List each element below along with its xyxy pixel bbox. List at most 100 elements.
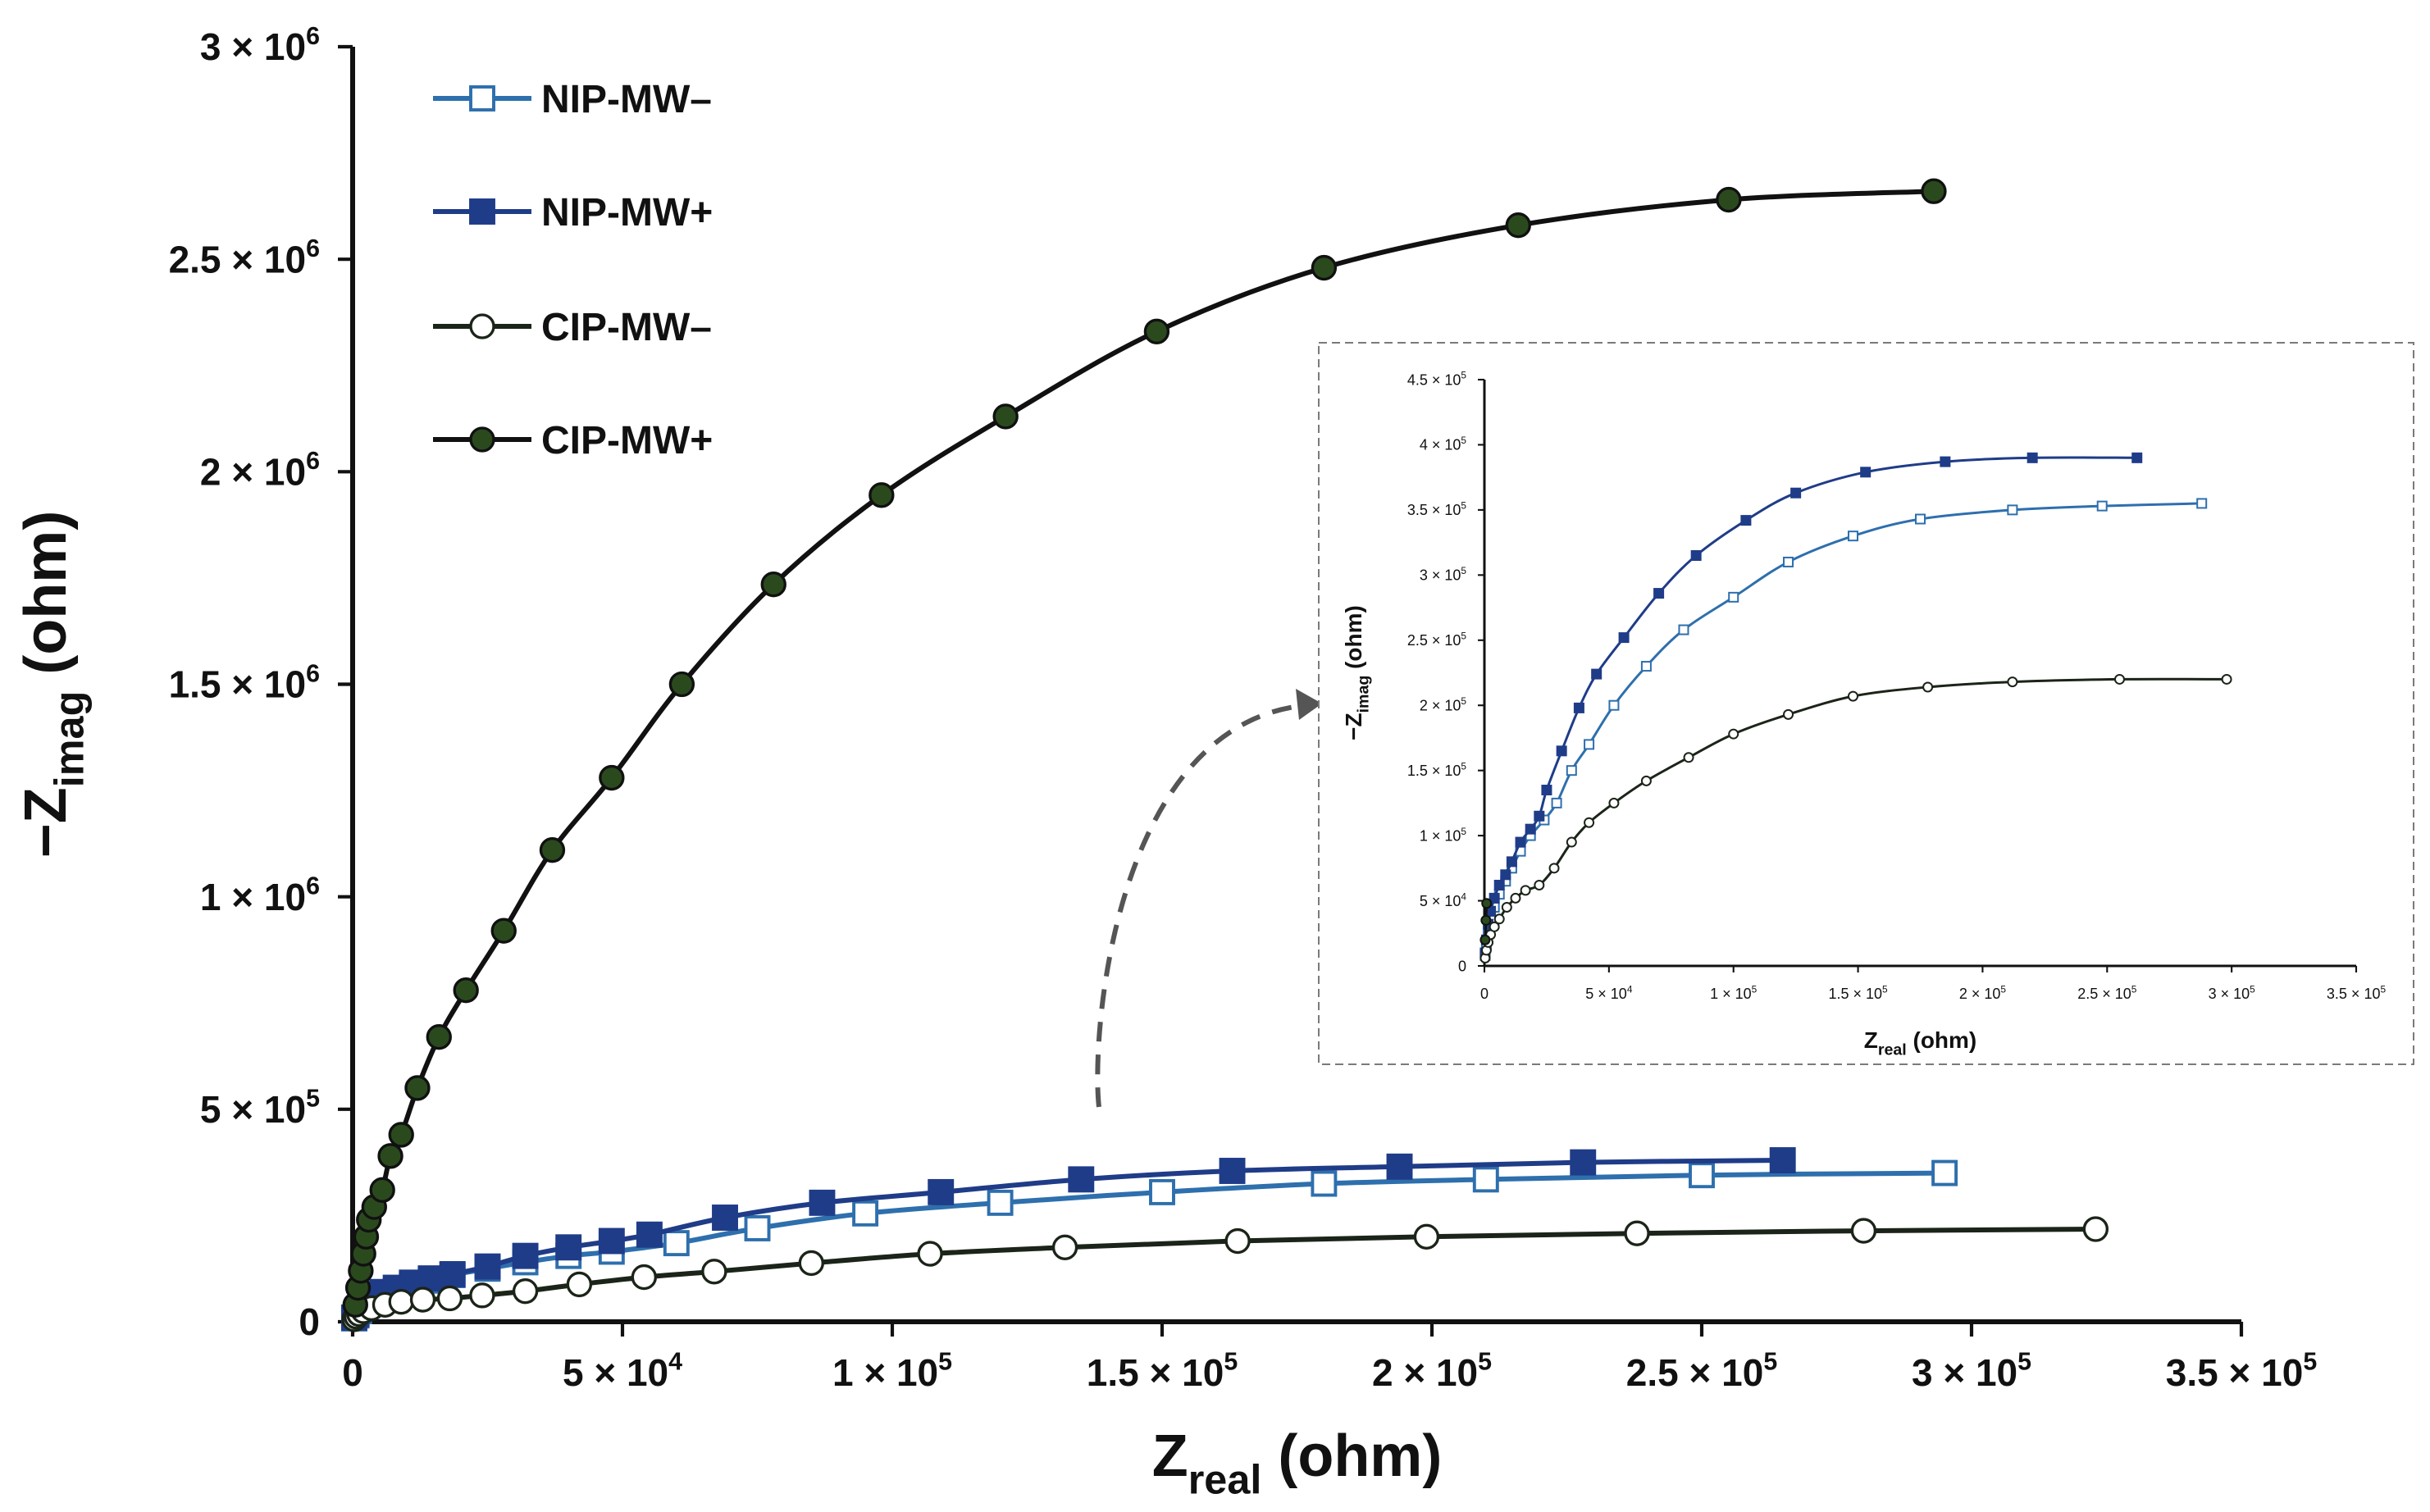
inset-point-cip-mw bbox=[2007, 676, 2018, 688]
main-point-nip-mw bbox=[1769, 1147, 1796, 1173]
main-x-axis-title-sub: real bbox=[1188, 1456, 1262, 1503]
inset-x-tick-label-base: 0 bbox=[1480, 986, 1489, 1002]
main-x-tick-label-exp: 5 bbox=[1224, 1349, 1238, 1376]
inset-point-cip-mw bbox=[1584, 817, 1595, 828]
inset-point-cip-mw bbox=[2221, 673, 2232, 685]
main-point-nip-mw bbox=[1149, 1178, 1175, 1205]
inset-x-tick-label-base: 3 × 10 bbox=[2209, 986, 2250, 1002]
main-point-cip-mw bbox=[760, 572, 786, 598]
inset-point-nip-mw bbox=[1591, 668, 1603, 680]
legend: NIP-MW– NIP-MW+ CIP-MW– CIP-MW+ bbox=[433, 78, 713, 462]
inset-point-nip-mw bbox=[1525, 823, 1536, 835]
main-y-tick-label: 0 bbox=[299, 1300, 320, 1343]
main-x-tick-label-base: 1.5 × 10 bbox=[1087, 1351, 1224, 1394]
main-point-cip-mw bbox=[409, 1287, 436, 1313]
inset-point-nip-mw bbox=[1640, 661, 1652, 672]
main-point-nip-mw bbox=[1219, 1158, 1246, 1184]
main-point-cip-mw bbox=[2082, 1216, 2109, 1242]
inset-point-nip-mw bbox=[1489, 892, 1500, 904]
inset-point-nip-mw bbox=[1551, 797, 1562, 808]
inset-point-nip-mw bbox=[2096, 500, 2108, 512]
main-point-nip-mw bbox=[555, 1234, 582, 1261]
main-point-cip-mw bbox=[566, 1271, 593, 1298]
inset-y-tick-label-base: 4 × 10 bbox=[1420, 437, 1461, 453]
main-x-tick-label: 2.5 × 105 bbox=[1626, 1349, 1778, 1394]
inset-x-tick-label: 2 × 105 bbox=[1959, 983, 2007, 1002]
main-point-cip-mw bbox=[453, 977, 479, 1004]
inset-point-nip-mw bbox=[1728, 591, 1739, 603]
main-y-tick-label: 2.5 × 106 bbox=[169, 235, 320, 280]
inset-point-cip-mw bbox=[1479, 934, 1491, 945]
inset-x-tick-label-base: 1.5 × 10 bbox=[1828, 986, 1882, 1002]
inset-point-nip-mw bbox=[1690, 550, 1702, 561]
main-x-tick-label: 3.5 × 105 bbox=[2166, 1349, 2318, 1394]
inset-x-tick-label-exp: 5 bbox=[2250, 983, 2255, 995]
main-y-tick-label: 1 × 106 bbox=[200, 872, 320, 918]
main-point-cip-mw bbox=[539, 836, 566, 863]
legend-label-cip-mw: CIP-MW+ bbox=[541, 419, 713, 462]
legend-marker-nip-mw bbox=[469, 85, 495, 112]
inset-y-tick-label: 3.5 × 105 bbox=[1407, 500, 1467, 519]
inset-x-tick-label-exp: 5 bbox=[2000, 983, 2006, 995]
inset-point-cip-mw bbox=[1520, 885, 1531, 896]
inset-y-tick-label-exp: 5 bbox=[1461, 565, 1466, 576]
main-point-nip-mw bbox=[809, 1189, 836, 1216]
inset-point-nip-mw bbox=[2007, 504, 2018, 516]
inset-point-cip-mw bbox=[1489, 921, 1500, 932]
inset-point-nip-mw bbox=[1740, 515, 1752, 526]
main-point-nip-mw bbox=[1689, 1162, 1715, 1189]
inset-y-tick-label-base: 3.5 × 10 bbox=[1407, 502, 1461, 518]
inset-point-cip-mw bbox=[1493, 913, 1505, 925]
inset-y-tick-label-exp: 4 bbox=[1461, 890, 1466, 902]
inset-y-tick-label-base: 0 bbox=[1458, 958, 1466, 974]
main-point-cip-mw bbox=[992, 403, 1019, 430]
main-axis-labels: Zreal (ohm)−Zimag (ohm) bbox=[13, 511, 1442, 1503]
main-point-cip-mw bbox=[388, 1288, 414, 1315]
main-y-tick-label-base: 2 × 10 bbox=[200, 450, 306, 493]
main-point-nip-mw bbox=[1931, 1159, 1958, 1186]
inset-y-tick-label: 1 × 105 bbox=[1420, 826, 1467, 845]
inset-y-tick-label-exp: 5 bbox=[1461, 760, 1466, 772]
inset-y-tick-label: 0 bbox=[1458, 958, 1466, 974]
legend-marker-cip-mw bbox=[469, 426, 495, 453]
main-y-tick-label-exp: 6 bbox=[306, 23, 320, 50]
inset-x-tick-label-exp: 5 bbox=[2380, 983, 2386, 995]
inset-point-nip-mw bbox=[1541, 785, 1552, 795]
inset-point-cip-mw bbox=[1534, 879, 1545, 890]
inset-point-nip-mw bbox=[1678, 624, 1689, 635]
inset-y-tick-label-base: 1.5 × 10 bbox=[1407, 763, 1461, 779]
inset-point-nip-mw bbox=[2196, 498, 2208, 509]
inset-point-cip-mw bbox=[1847, 690, 1858, 702]
main-point-cip-mw bbox=[1624, 1220, 1650, 1246]
main-point-cip-mw bbox=[599, 764, 625, 791]
inset-x-axis-title-sub: real bbox=[1878, 1041, 1907, 1059]
main-point-cip-mw bbox=[668, 671, 695, 698]
inset-point-nip-mw bbox=[1860, 467, 1872, 478]
inset-x-tick-label-base: 2 × 10 bbox=[1959, 986, 2001, 1002]
inset-axes bbox=[1478, 378, 2358, 972]
main-x-tick-label: 2 × 105 bbox=[1372, 1349, 1492, 1394]
main-point-cip-mw bbox=[404, 1075, 431, 1101]
main-y-tick-label: 5 × 105 bbox=[200, 1086, 320, 1131]
inset-point-nip-mw bbox=[1618, 632, 1630, 644]
inset-y-tick-label: 4 × 105 bbox=[1420, 435, 1467, 453]
main-point-nip-mw bbox=[598, 1227, 625, 1255]
inset-x-axis-title: Zreal (ohm) bbox=[1864, 1027, 1977, 1059]
main-x-tick-label-exp: 4 bbox=[668, 1349, 682, 1376]
main-point-cip-mw bbox=[1921, 178, 1947, 204]
inset-point-nip-mw bbox=[1506, 856, 1517, 868]
main-point-nip-mw bbox=[712, 1205, 738, 1231]
inset-y-tick-label-base: 2.5 × 10 bbox=[1407, 632, 1461, 649]
main-x-tick-label-exp: 5 bbox=[1478, 1349, 1492, 1376]
inset-point-nip-mw bbox=[1566, 765, 1577, 776]
inset-point-nip-mw bbox=[1940, 456, 1951, 467]
main-x-tick-label-base: 0 bbox=[342, 1351, 363, 1394]
inset-point-cip-mw bbox=[1480, 914, 1492, 926]
main-point-cip-mw bbox=[469, 1282, 495, 1309]
main-point-cip-mw bbox=[388, 1122, 414, 1148]
main-point-nip-mw bbox=[1472, 1166, 1499, 1193]
inset-y-tick-label-base: 2 × 10 bbox=[1420, 698, 1461, 714]
inset-x-tick-label-exp: 5 bbox=[1882, 983, 1888, 995]
